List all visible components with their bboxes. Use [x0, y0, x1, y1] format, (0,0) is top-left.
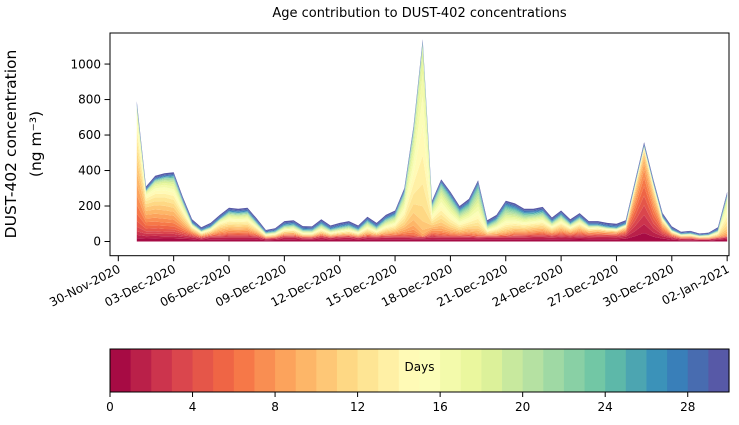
colorbar-segment-5: [213, 349, 235, 392]
colorbar-label: Days: [405, 360, 435, 374]
colorbar-segment-8: [275, 349, 297, 392]
colorbar-segment-18: [481, 349, 503, 392]
colorbar-segment-29: [708, 349, 730, 392]
colorbar-tick-label: 12: [350, 400, 365, 414]
colorbar-segment-4: [192, 349, 214, 392]
y-tick-label: 0: [93, 235, 101, 249]
age-layer-1: [136, 224, 728, 241]
colorbar-tick-label: 8: [271, 400, 279, 414]
age-layer-7: [136, 170, 728, 239]
age-layer-3: [136, 205, 728, 240]
colorbar-tick-label: 16: [432, 400, 447, 414]
y-tick-label: 800: [78, 93, 101, 107]
y-axis-label-line2: (ng m⁻³): [27, 111, 45, 177]
chart-title: Age contribution to DUST-402 concentrati…: [272, 6, 567, 21]
colorbar-segment-17: [460, 349, 482, 392]
colorbar-segment-14: [398, 349, 421, 392]
colorbar-segment-12: [357, 349, 379, 392]
age-layer-8: [136, 163, 728, 239]
age-layer-5: [136, 186, 728, 239]
colorbar-segment-28: [687, 349, 709, 392]
colorbar-tick-label: 4: [189, 400, 197, 414]
colorbar-segment-20: [522, 349, 544, 392]
y-tick-label: 600: [78, 128, 101, 142]
colorbar-segment-9: [295, 349, 317, 392]
colorbar-tick-label: 20: [515, 400, 530, 414]
colorbar-segment-3: [171, 349, 194, 392]
colorbar-segment-19: [502, 349, 524, 392]
age-layer-4: [136, 195, 728, 240]
age-layer-9: [136, 158, 728, 239]
colorbar-segment-7: [254, 349, 276, 392]
colorbar-tick-label: 24: [598, 400, 613, 414]
colorbar-segment-22: [563, 349, 586, 392]
colorbar-segment-2: [151, 349, 173, 392]
age-layer-6: [136, 177, 728, 239]
y-axis-label-line1: DUST-402 concentration: [2, 50, 20, 239]
y-tick-label: 200: [78, 199, 101, 213]
colorbar-tick-label: 0: [106, 400, 114, 414]
colorbar-segment-10: [316, 349, 338, 392]
colorbar-segment-6: [233, 349, 256, 392]
plot-frame: [109, 32, 730, 257]
colorbar-tick-label: 28: [680, 400, 695, 414]
colorbar-segment-24: [605, 349, 627, 392]
age-layer-0: [136, 233, 728, 242]
colorbar-segment-23: [584, 349, 606, 392]
age-stack-layers: [136, 39, 728, 242]
age-layer-11: [136, 149, 728, 238]
colorbar-segment-16: [440, 349, 462, 392]
colorbar-segment-26: [646, 349, 668, 392]
y-axis: 0 200 400 600 800 1000: [70, 57, 110, 249]
x-axis: 30-Nov-202003-Dec-202006-Dec-202009-Dec-…: [47, 255, 732, 310]
y-tick-label: 1000: [70, 57, 101, 71]
colorbar: 0 4 8 12 16 20 24 28: [106, 348, 730, 414]
age-layer-2: [136, 215, 728, 240]
colorbar-segment-11: [336, 349, 359, 392]
colorbar-segment-15: [419, 349, 441, 392]
colorbar-segment-1: [130, 349, 152, 392]
age-layer-10: [136, 154, 728, 238]
colorbar-segment-21: [543, 349, 565, 392]
colorbar-segment-25: [625, 349, 648, 392]
colorbar-outline: [109, 348, 730, 393]
colorbar-segment-0: [110, 349, 132, 392]
y-tick-label: 400: [78, 164, 101, 178]
colorbar-segment-27: [667, 349, 689, 392]
colorbar-segment-13: [378, 349, 400, 392]
